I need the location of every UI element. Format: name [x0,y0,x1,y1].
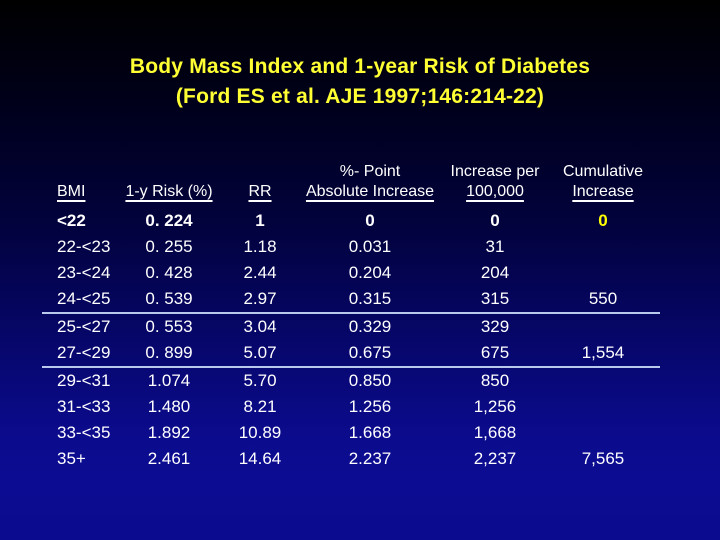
table-cell: 0. 899 [114,340,224,368]
table-cell [546,234,660,260]
table-cell: 22-<23 [57,237,111,256]
table-cell: 0.031 [348,237,392,256]
table-cell: 0.850 [348,371,392,390]
column-header-label: BMI [57,183,86,200]
table-cell: 315 [444,286,546,314]
table-cell: 0. 255 [145,237,193,256]
column-header: BMI [42,162,114,208]
table-cell: 5.70 [243,371,277,390]
table-cell: 1,668 [473,423,517,442]
table-cell: 25-<27 [57,317,111,336]
table-header: BMI 1-y Risk (%) RR %- Point Absolute Incr… [42,162,660,208]
table-cell: 0.204 [348,263,392,282]
slide-title-line1: Body Mass Index and 1-year Risk of Diabe… [129,55,591,78]
column-header-top-line: Cumulative [562,163,644,180]
table-cell: 35+ [57,449,86,468]
table-cell: 329 [480,317,510,336]
table-cell: 0.315 [296,286,444,314]
table-cell: 1.668 [348,423,392,442]
table-row: 22-<23 0. 255 1.18 0.031 31 [42,234,660,260]
table-cell: 204 [480,263,510,282]
column-header: %- Point Absolute Increase [296,162,444,208]
column-header-top-line [57,162,114,182]
table-cell: 1.892 [147,423,191,442]
table-cell: 1.18 [243,237,277,256]
table-cell: 1.256 [348,397,392,416]
table-cell: 10.89 [238,423,282,442]
table-cell: 0.329 [348,317,392,336]
table-row: 23-<24 0. 428 2.44 0.204 204 [42,260,660,286]
column-header-label: RR [248,183,272,200]
table-cell: 0.675 [296,340,444,368]
column-header: 1-y Risk (%) [114,162,224,208]
table-row: 24-<25 0. 539 2.97 0.315 315 550 [42,286,660,314]
table-cell: 7,565 [581,449,625,468]
table-cell: 0. 539 [114,286,224,314]
table-cell: 1,554 [546,340,660,368]
slide-title: Body Mass Index and 1-year Risk of Diabe… [0,52,720,112]
column-header-label: 1-y Risk (%) [125,183,213,200]
table-cell: 5.07 [224,340,296,368]
table-cell: 675 [444,340,546,368]
table-cell: 3.04 [243,317,277,336]
table-cell: 0 [598,211,608,230]
table-cell [546,313,660,340]
table-row: 31-<33 1.480 8.21 1.256 1,256 [42,394,660,420]
table-cell: 1,256 [473,397,517,416]
table-cell: 0. 553 [145,317,193,336]
table-cell: 2.461 [147,449,191,468]
bmi-diabetes-table: BMI 1-y Risk (%) RR %- Point Absolute Incr… [42,162,660,472]
table-row: 29-<31 1.074 5.70 0.850 850 [42,367,660,394]
table-row: 25-<27 0. 553 3.04 0.329 329 [42,313,660,340]
table-cell: 850 [480,371,510,390]
table-cell: 0. 428 [145,263,193,282]
table-cell: 1.074 [147,371,191,390]
column-header-label: Absolute Increase [305,183,435,200]
table-cell [546,420,660,446]
table-cell: 1.480 [147,397,191,416]
column-header-top-line: %- Point [339,163,401,180]
table-row: <22 0. 224 1 0 0 0 [42,208,660,234]
table-cell: 2.237 [348,449,392,468]
table-cell: 24-<25 [42,286,114,314]
column-header-label: 100,000 [466,183,524,200]
table-cell: 550 [546,286,660,314]
table-cell: <22 [57,211,86,230]
table-cell: 0 [365,211,375,230]
table-row: 27-<29 0. 899 5.07 0.675 675 1,554 [42,340,660,368]
column-header-label: Increase [572,183,634,200]
table-cell: 2.44 [243,263,277,282]
table-cell: 8.21 [243,397,277,416]
column-header: RR [224,162,296,208]
table-cell: 27-<29 [42,340,114,368]
table-cell: 2,237 [473,449,517,468]
column-header-top-line [224,162,296,182]
table-row: 33-<35 1.892 10.89 1.668 1,668 [42,420,660,446]
table-cell: 2.97 [224,286,296,314]
column-header: Cumulative Increase [546,162,660,208]
table-cell [546,394,660,420]
table-cell: 33-<35 [57,423,111,442]
table-cell: 14.64 [238,449,282,468]
table-cell: 31 [485,237,505,256]
slide-title-line2: (Ford ES et al. AJE 1997;146:214-22) [175,85,545,108]
table-body: <22 0. 224 1 0 0 0 22-<23 0. 255 1.18 0.031 31 23-<… [42,208,660,472]
column-header-top-line: Increase per [450,163,540,180]
table-row: 35+ 2.461 14.64 2.237 2,237 7,565 [42,446,660,472]
column-header-top-line [114,162,224,182]
table-cell [546,260,660,286]
table-cell: 31-<33 [57,397,111,416]
table-cell: 23-<24 [57,263,111,282]
table-cell: 0 [490,211,500,230]
column-header: Increase per 100,000 [444,162,546,208]
table-cell: 29-<31 [57,371,111,390]
table-cell [546,367,660,394]
table-cell: 0. 224 [145,211,193,230]
table-cell: 1 [255,211,265,230]
table-header-row: BMI 1-y Risk (%) RR %- Point Absolute Incr… [42,162,660,208]
